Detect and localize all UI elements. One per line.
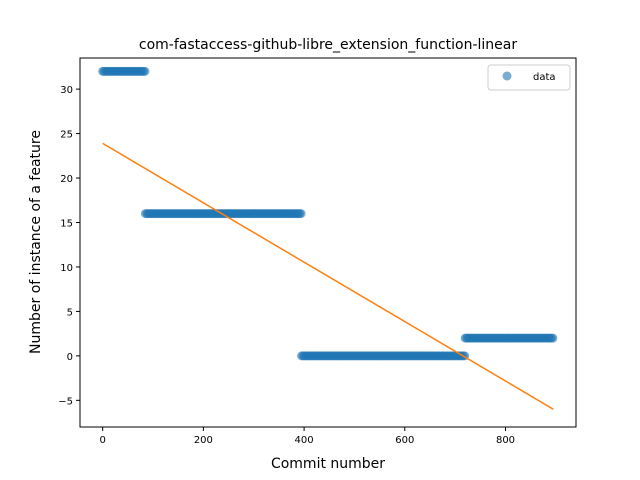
x-tick-label: 800 xyxy=(496,435,515,446)
y-axis-label: Number of instance of a feature xyxy=(28,130,44,354)
data-point xyxy=(548,333,558,343)
x-tick-label: 0 xyxy=(99,435,105,446)
legend-box xyxy=(487,64,571,91)
x-tick-label: 600 xyxy=(395,435,414,446)
plot-frame xyxy=(79,57,577,428)
y-axis: −5 0 5 10 15 20 25 30 xyxy=(58,85,80,407)
y-tick-label: 15 xyxy=(60,218,73,229)
scatter-segment xyxy=(98,66,150,76)
data-point xyxy=(296,209,306,219)
chart-title: com-fastaccess-github-libre_extension_fu… xyxy=(139,37,517,53)
scatter-segment xyxy=(297,351,470,361)
y-tick-label: 30 xyxy=(60,85,73,96)
fit-line xyxy=(102,142,554,410)
y-tick-label: 5 xyxy=(67,307,73,318)
y-tick-label: 25 xyxy=(60,130,73,141)
data-point xyxy=(140,66,150,76)
plot-area xyxy=(98,66,558,410)
scatter-segment xyxy=(140,209,306,219)
legend-label-data: data xyxy=(533,72,556,83)
y-tick-label: 10 xyxy=(60,263,73,274)
y-tick-label: 0 xyxy=(67,352,73,363)
legend-marker-data xyxy=(502,71,512,81)
legend: data xyxy=(487,64,571,91)
x-tick-label: 200 xyxy=(194,435,213,446)
y-tick-label: 20 xyxy=(60,174,73,185)
y-tick-label: −5 xyxy=(58,396,73,407)
x-axis-label: Commit number xyxy=(271,456,385,472)
x-tick-label: 400 xyxy=(295,435,314,446)
x-axis: 0 200 400 600 800 xyxy=(99,427,515,446)
scatter-segment xyxy=(460,333,558,343)
